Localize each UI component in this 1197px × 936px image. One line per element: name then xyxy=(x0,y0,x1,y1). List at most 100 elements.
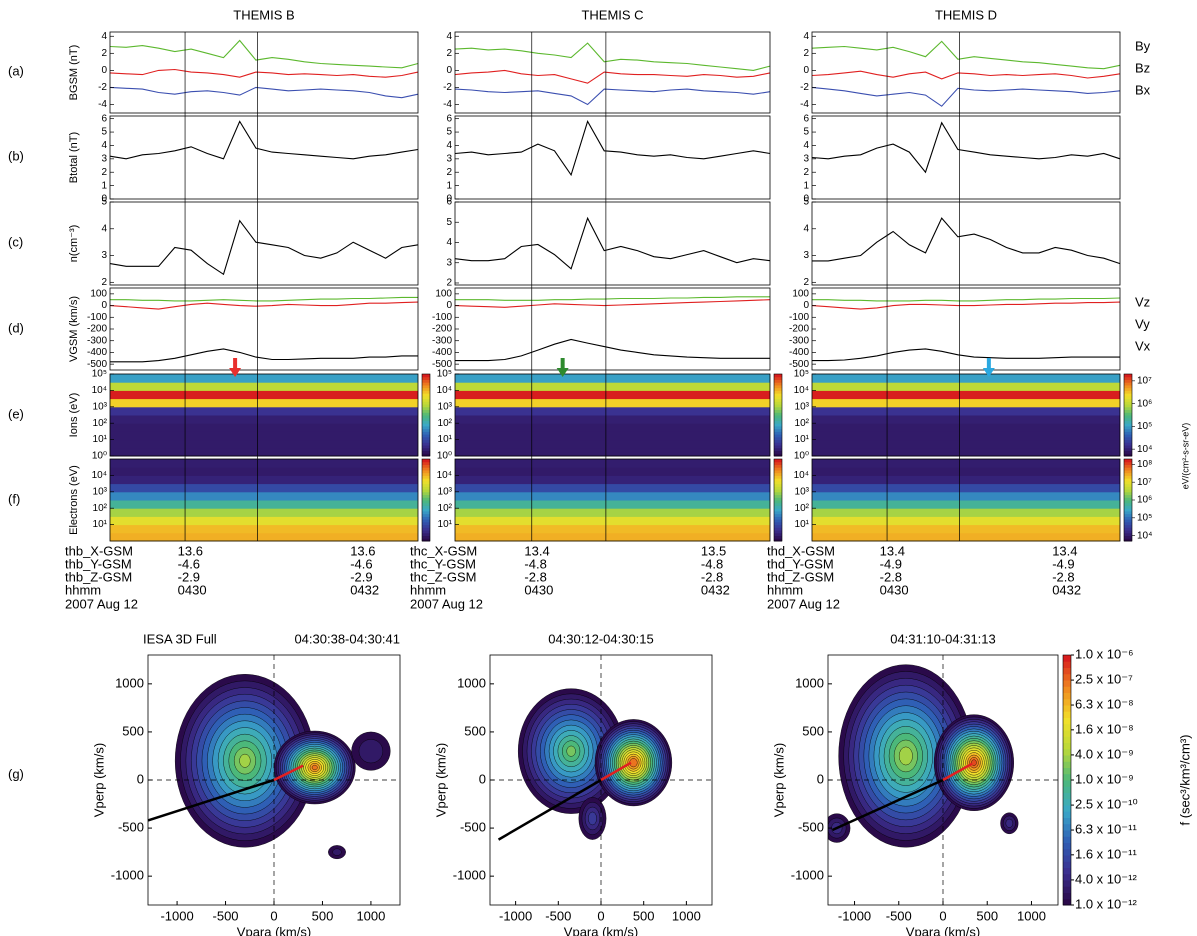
x-tick-label: 0430 xyxy=(880,582,909,597)
colorbar-step xyxy=(422,505,430,509)
y-tick-label: 4 xyxy=(803,140,809,151)
colorbar-step xyxy=(1124,500,1132,504)
colorbar-step xyxy=(1063,855,1071,862)
date-label: 2007 Aug 12 xyxy=(767,596,840,611)
ephemeris-value: -4.8 xyxy=(701,556,723,571)
spectrogram-bin xyxy=(455,431,770,441)
colorbar-step xyxy=(1124,516,1132,520)
colorbar-frame xyxy=(421,458,431,542)
colorbar-step xyxy=(774,489,782,493)
y-tick-label: -400 xyxy=(789,347,809,358)
y-tick-label: 4 xyxy=(803,31,809,42)
y-tick-label: 500 xyxy=(802,723,824,738)
colorbar-step xyxy=(1124,374,1132,378)
colorbar-step xyxy=(1063,792,1071,800)
legend-label: Bx xyxy=(1135,82,1151,97)
spectrogram-bin xyxy=(455,475,770,485)
plot-title: 04:31:10-04:31:13 xyxy=(890,631,996,646)
colorbar-step xyxy=(774,467,782,471)
colorbar-step xyxy=(1063,880,1071,887)
y-tick-label: 4 xyxy=(446,140,452,151)
colorbar-step xyxy=(774,431,782,435)
beam-line xyxy=(497,778,602,841)
y-tick-label: 2 xyxy=(101,277,107,288)
y-tick-label: 10³ xyxy=(93,401,108,412)
colorbar-step xyxy=(422,417,430,421)
colorbar-tick-label: 10⁷ xyxy=(1137,375,1152,386)
colorbar-step xyxy=(422,527,430,531)
colorbar-step xyxy=(1124,505,1132,509)
plot-title: 04:30:38-04:30:41 xyxy=(294,631,400,646)
colorbar-step xyxy=(1124,425,1132,430)
colorbar-step xyxy=(422,395,430,400)
colorbar-step xyxy=(422,436,430,441)
colorbar-step xyxy=(422,516,430,520)
colorbar-step xyxy=(422,469,430,474)
colorbar-step xyxy=(1124,469,1132,474)
y-tick-label: 0 xyxy=(446,300,452,311)
series-line xyxy=(812,297,1121,302)
y-tick-label: 10¹ xyxy=(795,434,810,445)
series-line xyxy=(109,68,419,78)
colorbar-step xyxy=(1063,798,1071,806)
spectrogram-bin xyxy=(455,508,770,517)
panel-frame xyxy=(454,31,771,114)
y-tick-label: 4 xyxy=(101,31,107,42)
colorbar-step xyxy=(1124,480,1132,485)
colorbar-step xyxy=(1063,780,1071,787)
colorbar-step xyxy=(1063,836,1071,843)
colorbar-step xyxy=(1063,867,1071,875)
colorbar-tick-label: 10⁶ xyxy=(1137,495,1152,506)
row-label: (g) xyxy=(8,766,24,781)
y-tick-label: 10⁵ xyxy=(437,369,452,380)
ephemeris-value: -2.8 xyxy=(1052,569,1074,584)
panel-frame xyxy=(811,31,1121,114)
spectrogram-bin xyxy=(812,431,1120,441)
panel-frame xyxy=(454,201,771,286)
colorbar-step xyxy=(1124,398,1132,402)
spectrogram-bin xyxy=(110,447,418,457)
colorbar-step xyxy=(1063,730,1071,737)
colorbar-step xyxy=(774,464,782,468)
y-tick-label: 10⁴ xyxy=(794,385,809,396)
spectrogram-bin xyxy=(110,516,418,526)
y-tick-label: 6 xyxy=(803,113,809,124)
colorbar-step xyxy=(1124,521,1132,526)
ephemeris-name: thb_Y-GSM xyxy=(65,556,132,571)
colorbar-step xyxy=(1063,873,1071,881)
y-axis-label: Vperp (km/s) xyxy=(433,743,448,817)
colorbar-step xyxy=(774,382,782,386)
colorbar-tick-label: 1.0 x 10⁻¹² xyxy=(1075,896,1137,911)
colorbar-step xyxy=(422,472,430,476)
spectrogram-bin xyxy=(812,483,1120,493)
spectrogram-bin xyxy=(455,524,770,534)
x-tick-label: -500 xyxy=(213,908,239,923)
colorbar-step xyxy=(774,398,782,402)
beam-line xyxy=(148,778,275,822)
series-line xyxy=(454,42,771,71)
y-tick-label: 0 xyxy=(446,194,452,205)
series-line xyxy=(109,86,419,99)
x-tick-label: 500 xyxy=(976,908,998,923)
spectrogram-bin xyxy=(455,447,770,457)
spectrogram-bin xyxy=(812,516,1120,526)
ephemeris-name: thc_X-GSM xyxy=(410,543,477,558)
panel-frame xyxy=(454,373,771,457)
colorbar-step xyxy=(1124,436,1132,441)
colorbar-tick-label: 10⁷ xyxy=(1137,477,1152,488)
colorbar-step xyxy=(1124,483,1132,487)
colorbar-step xyxy=(1124,532,1132,537)
x-tick-label: 500 xyxy=(633,908,655,923)
colorbar-step xyxy=(1124,475,1132,479)
legend-label: Vy xyxy=(1135,316,1150,331)
colorbar-step xyxy=(422,439,430,443)
colorbar-step xyxy=(422,387,430,391)
y-axis-label: n(cm⁻³) xyxy=(68,225,80,263)
chart-title: THEMIS D xyxy=(935,7,997,22)
colorbar-step xyxy=(1124,445,1132,449)
series-line xyxy=(109,301,419,310)
colorbar-step xyxy=(774,395,782,400)
y-tick-label: 10¹ xyxy=(438,434,453,445)
x-axis-label: Vpara (km/s) xyxy=(906,924,980,936)
y-tick-label: -4 xyxy=(800,99,809,110)
